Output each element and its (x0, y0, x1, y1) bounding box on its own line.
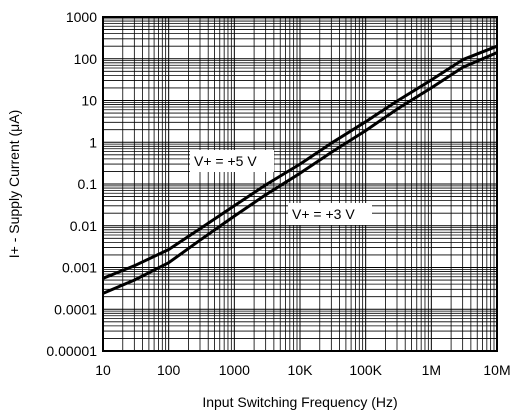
series-layer (102, 44, 498, 295)
y-axis-label: I+ - Supply Current (μA) (6, 110, 22, 259)
series-label-1: V+ = +5 V (194, 153, 257, 169)
grid (102, 17, 497, 352)
series-label-bg-1 (190, 150, 274, 172)
x-tick-label: 1M (422, 362, 441, 378)
y-tick-label: 0.1 (78, 176, 98, 192)
y-tick-label: 10 (81, 93, 97, 109)
x-tick-labels: 10 100 1000 10K 100K 1M 10M (95, 362, 510, 378)
x-tick-label: 10K (288, 362, 314, 378)
y-tick-label: 0.0001 (54, 301, 97, 317)
series-label-2: V+ = +3 V (292, 206, 355, 222)
series-line-1 (102, 44, 498, 280)
y-tick-label: 1 (89, 134, 97, 150)
series-label-bg-2 (288, 203, 372, 225)
series-labels: V+ = +5 V V+ = +3 V (190, 150, 372, 225)
x-tick-label: 10 (95, 362, 111, 378)
x-tick-label: 100K (349, 362, 382, 378)
y-tick-label: 0.001 (62, 260, 97, 276)
y-tick-label: 100 (74, 51, 98, 67)
series-line-2 (102, 51, 498, 295)
y-tick-labels: 0.00001 0.0001 0.001 0.01 0.1 1 10 100 1000 (46, 9, 97, 359)
y-tick-label: 0.01 (70, 218, 97, 234)
y-tick-label: 1000 (66, 9, 97, 25)
y-tick-label: 0.00001 (46, 343, 97, 359)
x-axis-label: Input Switching Frequency (Hz) (202, 394, 397, 410)
x-tick-label: 1000 (219, 362, 250, 378)
x-tick-label: 100 (157, 362, 181, 378)
plot-frame (102, 16, 498, 352)
x-tick-label: 10M (483, 362, 510, 378)
